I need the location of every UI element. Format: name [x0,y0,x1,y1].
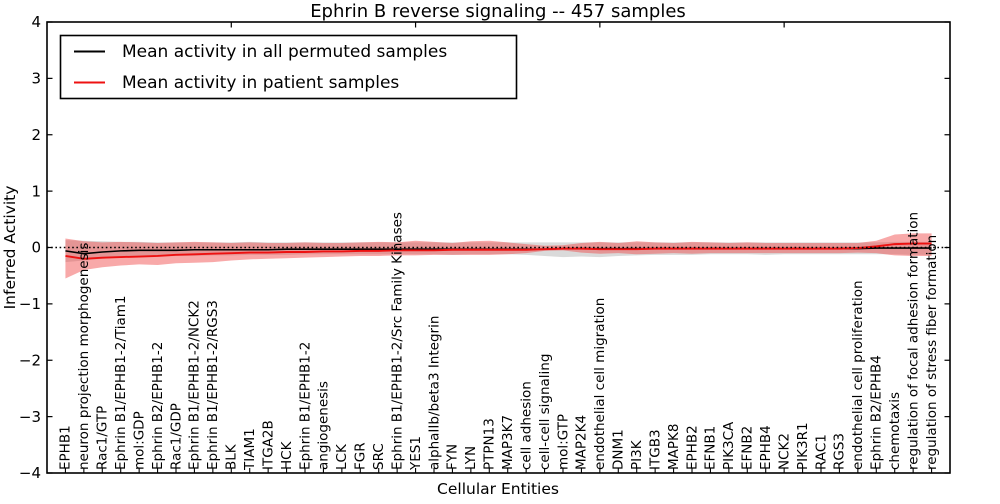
x-category-label: angiogenesis [316,381,332,470]
x-category-label: Ephrin B1/EPHB1-2/RGS3 [205,300,221,470]
x-category-label: MAPK8 [666,424,682,470]
x-category-label: RAC1 [813,434,829,470]
x-category-label: regulation of stress fiber formation [924,235,940,470]
y-tick-label: 1 [31,182,41,200]
x-category-label: Ephrin B1/EPHB1-2/Tiam1 [113,296,129,470]
legend-label-permuted: Mean activity in all permuted samples [122,42,447,62]
y-tick-label: −1 [19,295,41,313]
x-category-label: Rac1/GTP [95,406,111,470]
x-category-label: LYN [463,446,479,470]
x-category-label: MAP3K7 [500,415,516,470]
x-category-label: Ephrin B1/EPHB1-2/NCK2 [187,300,203,470]
x-category-label: ITGA2B [260,420,276,470]
chart-title: Ephrin B reverse signaling -- 457 sample… [310,1,686,22]
x-category-label: NCK2 [776,433,792,470]
patient-mean-line [65,242,932,260]
y-tick-label: 2 [31,126,41,144]
legend-box [59,34,518,100]
x-category-label: Ephrin B1/EPHB1-2/Src Family Kinases [389,212,405,470]
y-tick-label: 3 [31,70,41,88]
x-category-label: EPHB4 [758,425,774,470]
ticks-layer [47,21,950,474]
permuted-activity-range-band [65,240,932,263]
tick-labels-layer: −4 −3 −2 −1 0 1 2 3 4 EPHB1 neuron projection morp… [19,13,940,482]
x-category-label: endothelial cell migration [592,298,608,470]
x-category-label: cell-cell signaling [537,354,553,470]
legend: Mean activity in all permuted samples Me… [59,34,518,100]
x-category-label: Ephrin B2/EPHB4 [869,355,885,470]
x-category-label: MAP2K4 [574,415,590,470]
y-axis-label: Inferred Activity [1,186,19,310]
x-category-label: cell adhesion [518,381,534,470]
x-category-label: DNM1 [611,429,627,470]
x-category-label: PIK3CA [721,421,737,470]
x-category-label: YES1 [408,436,424,471]
x-category-label: PIK3R1 [795,422,811,470]
x-category-label: RGS3 [832,433,848,470]
x-category-label: endothelial cell proliferation [850,280,866,470]
y-tick-label: −4 [19,464,41,482]
x-category-label: ITGB3 [647,429,663,470]
bands-layer [65,233,932,279]
x-category-label: mol:GTP [555,414,571,470]
x-category-label: EPHB2 [684,425,700,470]
x-axis-label: Cellular Entities [437,480,559,498]
x-category-label: HCK [279,440,295,470]
x-category-label: PTPN13 [482,418,498,470]
x-category-label: TIAM1 [242,428,258,471]
x-category-label: FGR [353,442,369,470]
legend-label-patient: Mean activity in patient samples [122,73,399,93]
x-category-label: alphaIIb/beta3 Integrin [426,316,442,470]
x-category-label: Rac1/GDP [168,403,184,470]
patient-activity-range-band [65,233,932,279]
x-category-label: Ephrin B1/EPHB1-2 [297,342,313,470]
lines-layer [47,242,950,260]
x-category-label: EFNB2 [740,426,756,470]
y-tick-label: −2 [19,351,41,369]
x-category-label: chemotaxis [887,392,903,470]
x-category-label: neuron projection morphogenesis [76,243,92,470]
x-category-label: PI3K [629,439,645,470]
y-tick-label: −3 [19,408,41,426]
x-category-label: LCK [334,443,350,470]
x-category-label: FYN [445,444,461,470]
x-category-label: SRC [371,443,387,470]
x-category-label: mol:GDP [131,411,147,470]
x-category-label: EPHB1 [58,425,74,470]
y-tick-label: 0 [31,239,41,257]
x-category-label: BLK [224,443,240,470]
y-tick-label: 4 [31,13,41,31]
x-category-label: EFNB1 [703,426,719,470]
x-category-label: Ephrin B2/EPHB1-2 [150,342,166,470]
x-category-label: regulation of focal adhesion formation [905,212,921,470]
